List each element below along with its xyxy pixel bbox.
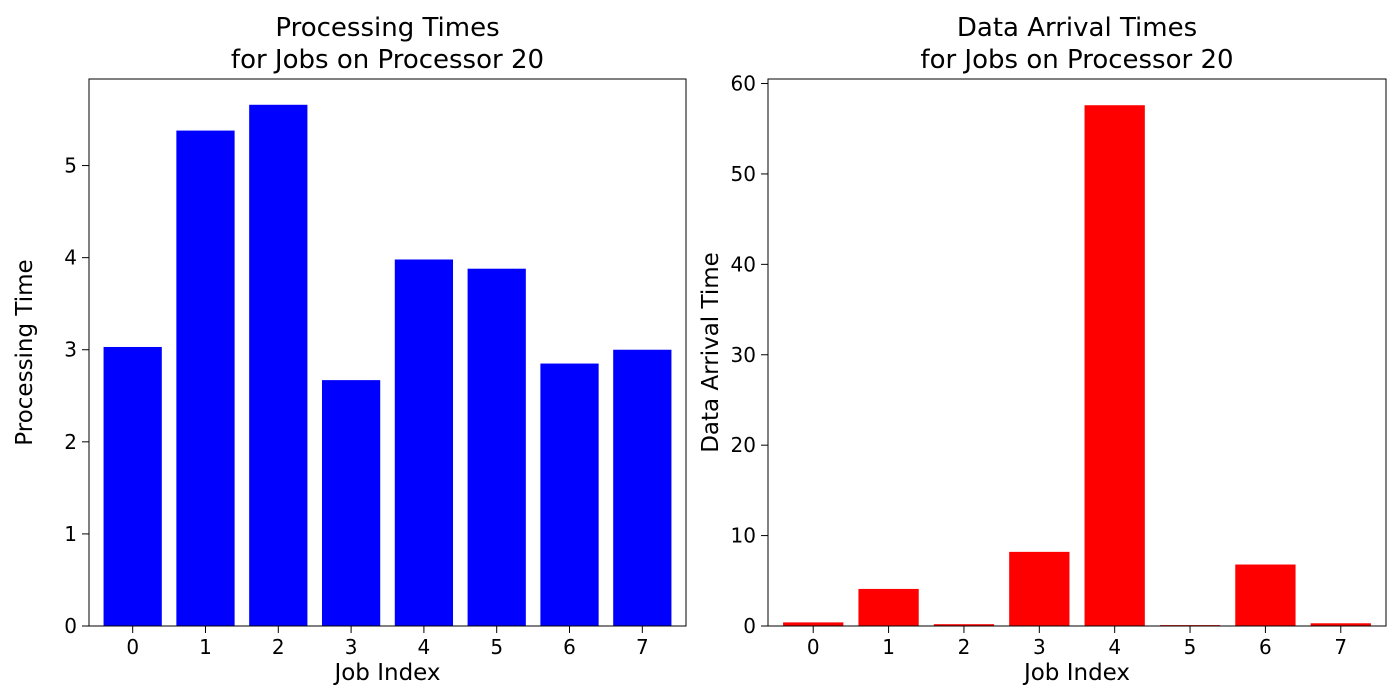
x-tick-label: 3 [345,635,358,659]
x-tick-label: 5 [1184,635,1197,659]
bar [613,349,672,626]
x-tick-label: 4 [418,635,431,659]
x-tick-label: 6 [563,635,576,659]
x-tick-label: 7 [1334,635,1347,659]
y-tick-label: 20 [731,433,756,457]
y-axis-label: Processing Time [12,259,38,445]
bar [249,104,308,626]
y-tick-label: 0 [743,614,756,638]
y-tick-label: 50 [731,162,756,186]
y-tick-label: 5 [64,154,77,178]
y-tick-label: 0 [64,614,77,638]
y-tick-label: 2 [64,430,77,454]
y-tick-label: 3 [64,338,77,362]
x-tick-label: 7 [636,635,649,659]
bar [1310,623,1371,626]
chart-title: for Jobs on Processor 20 [231,45,544,75]
x-tick-label: 1 [199,635,212,659]
y-tick-label: 30 [731,343,756,367]
bar [321,380,381,626]
x-tick-label: 3 [1033,635,1046,659]
y-tick-label: 4 [64,246,77,270]
x-tick-label: 2 [272,635,285,659]
bar [176,130,235,626]
bar [103,346,162,626]
x-tick-label: 5 [490,635,503,659]
x-axis-label: Job Index [332,660,440,686]
bar [783,622,844,626]
bar [467,268,526,626]
x-tick-label: 0 [807,635,820,659]
x-tick-label: 6 [1259,635,1272,659]
y-axis-label: Data Arrival Time [698,252,724,453]
bar [1009,551,1070,626]
bar [540,363,599,626]
x-tick-label: 0 [126,635,139,659]
chart-title: Processing Times [275,13,499,43]
x-tick-label: 2 [958,635,971,659]
bar [1084,105,1145,626]
x-tick-label: 1 [882,635,895,659]
y-tick-label: 60 [731,72,756,96]
y-tick-label: 40 [731,252,756,276]
bar [1235,564,1296,626]
x-tick-label: 4 [1108,635,1121,659]
bar [933,624,995,626]
chart-title: Data Arrival Times [957,13,1197,43]
chart-title: for Jobs on Processor 20 [920,45,1233,75]
y-tick-label: 1 [64,522,77,546]
axes-frame [88,78,687,627]
bar [394,259,454,626]
y-tick-label: 10 [731,524,756,548]
bar [858,588,919,626]
axes-frame [767,78,1387,627]
x-axis-label: Job Index [1022,660,1130,686]
